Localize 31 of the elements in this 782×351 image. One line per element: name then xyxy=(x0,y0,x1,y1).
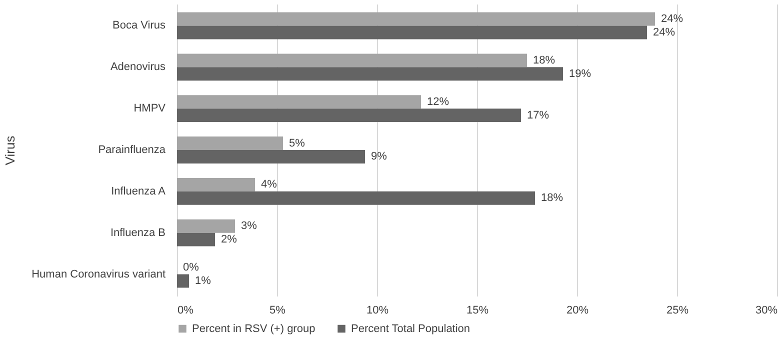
data-label: 9% xyxy=(371,150,388,163)
y-tick-label: Boca Virus xyxy=(112,20,166,32)
data-label: 0% xyxy=(183,262,200,274)
legend-label: Percent Total Population xyxy=(351,322,470,335)
y-tick-label: Adenovirus xyxy=(110,61,166,74)
y-tick-label: HMPV xyxy=(134,102,166,115)
x-tick-label: 5% xyxy=(270,304,286,316)
data-label: 1% xyxy=(195,274,212,287)
data-label: 19% xyxy=(569,68,592,80)
x-tick-label: 0% xyxy=(178,304,194,316)
y-tick-label: Influenza A xyxy=(111,185,166,198)
data-label: 24% xyxy=(661,13,684,26)
y-tick-label: Human Coronavirus variant xyxy=(32,268,166,280)
x-tick-label: 25% xyxy=(666,304,689,316)
data-label: 24% xyxy=(653,26,676,38)
data-label: 2% xyxy=(221,234,238,246)
data-label: 18% xyxy=(541,192,564,204)
data-label: 4% xyxy=(261,178,278,191)
x-tick-label: 30% xyxy=(755,304,778,316)
x-tick-label: 15% xyxy=(466,304,489,316)
x-tick-label: 10% xyxy=(366,304,389,316)
y-axis-title: Virus xyxy=(2,135,18,166)
data-label: 5% xyxy=(289,137,306,150)
y-tick-label: Influenza B xyxy=(110,226,166,239)
data-label: 17% xyxy=(527,109,550,122)
data-label: 12% xyxy=(427,96,450,108)
data-label: 18% xyxy=(533,54,556,66)
legend-label: Percent in RSV (+) group xyxy=(192,322,316,335)
y-tick-label: Parainfluenza xyxy=(98,144,166,156)
x-tick-label: 20% xyxy=(566,304,589,316)
data-label: 3% xyxy=(241,220,258,232)
